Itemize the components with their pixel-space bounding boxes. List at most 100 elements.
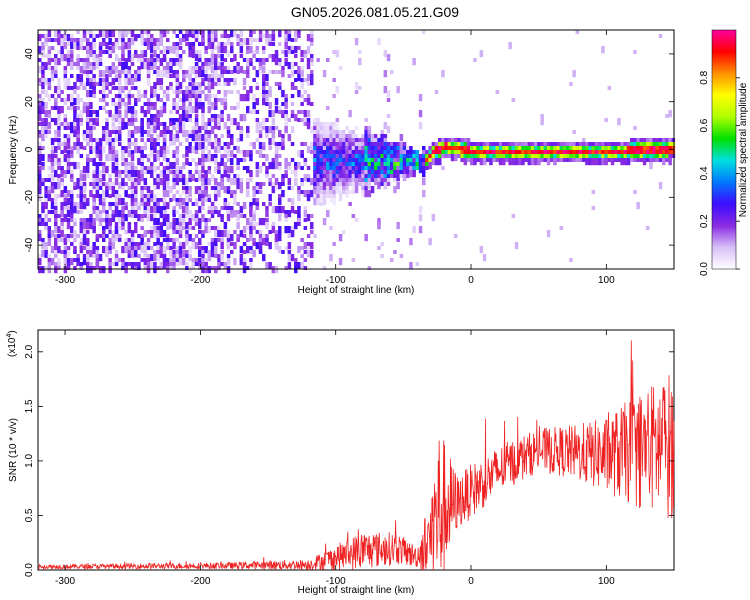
heatmap-cell (124, 162, 128, 166)
heatmap-cell (220, 46, 224, 54)
heatmap-cell (92, 82, 96, 90)
heatmap-cell (566, 150, 570, 158)
heatmap-cell (137, 98, 141, 102)
heatmap-cell (127, 42, 132, 50)
heatmap-cell (54, 106, 58, 110)
heatmap-cell (172, 194, 176, 202)
heatmap-cell (66, 82, 71, 86)
heatmap-cell (178, 30, 183, 34)
heatmap-cell (153, 82, 157, 90)
heatmap-cell (121, 262, 125, 270)
heatmap-cell (217, 122, 221, 130)
heatmap-cell (262, 234, 266, 242)
heatmap-cell (374, 138, 378, 146)
heatmap-cell (249, 258, 253, 262)
heatmap-cell (319, 162, 324, 166)
heatmap-cell (527, 158, 532, 166)
heatmap-cell (652, 146, 656, 150)
heatmap-cell (220, 206, 224, 210)
heatmap-cell (239, 134, 244, 142)
heatmap-cell (290, 142, 295, 146)
heatmap-cell (172, 154, 176, 158)
heatmap-cell (217, 114, 221, 122)
heatmap-cell (242, 258, 247, 266)
heatmap-cell (290, 226, 295, 234)
heatmap-cell (121, 46, 125, 50)
heatmap-cell (332, 162, 336, 170)
heatmap-cell (354, 126, 359, 130)
heatmap-cell (329, 146, 333, 150)
heatmap-cell (143, 146, 148, 150)
heatmap-cell (76, 178, 80, 186)
heatmap-cell (310, 58, 314, 62)
heatmap-cell (95, 110, 100, 118)
heatmap-cell (207, 250, 212, 258)
heatmap-cell (316, 162, 320, 170)
heatmap-cell (108, 138, 112, 146)
heatmap-cell (175, 218, 180, 226)
heatmap-cell (70, 58, 74, 62)
heatmap-cell (92, 38, 96, 42)
heatmap-cell (86, 70, 90, 74)
heatmap-cell (54, 214, 58, 218)
heatmap-cell (326, 186, 330, 194)
heatmap-cell (150, 34, 154, 42)
heatmap-cell (370, 174, 375, 182)
heatmap-cell (575, 158, 580, 162)
heatmap-cell (66, 138, 71, 142)
heatmap-cell (66, 94, 71, 102)
heatmap-cell (188, 82, 192, 90)
heatmap-cell (358, 150, 362, 158)
heatmap-cell (111, 102, 116, 106)
heatmap-cell (300, 238, 304, 242)
heatmap-cell (409, 154, 413, 158)
heatmap-cell (380, 158, 384, 162)
heatmap-cell (246, 74, 250, 78)
heatmap-cell (114, 226, 119, 234)
heatmap-cell (175, 210, 180, 214)
heatmap-cell (38, 102, 42, 110)
heatmap-cell (364, 146, 368, 150)
heatmap-cell (322, 198, 327, 206)
heatmap-cell (41, 70, 45, 74)
heatmap-cell (150, 170, 154, 178)
heatmap-cell (127, 194, 132, 198)
heatmap-cell (50, 230, 55, 238)
heatmap-cell (473, 150, 477, 158)
heatmap-cell (98, 150, 103, 158)
heatmap-cell (143, 62, 148, 70)
heatmap-cell (47, 154, 52, 162)
heatmap-cell (364, 126, 368, 134)
heatmap-cell (95, 246, 100, 250)
heatmap-cell (73, 110, 77, 114)
heatmap-cell (118, 58, 122, 66)
heatmap-cell (79, 122, 84, 126)
heatmap-cell (361, 158, 365, 166)
heatmap-cell (646, 150, 650, 158)
heatmap-cell (86, 102, 90, 106)
heatmap-cell (38, 146, 42, 150)
heatmap-cell (159, 266, 164, 270)
heatmap-cell (105, 34, 109, 38)
heatmap-cell (121, 186, 125, 190)
heatmap-cell (246, 218, 250, 226)
heatmap-cell (204, 50, 208, 54)
heatmap-cell (92, 206, 96, 210)
heatmap-cell (383, 182, 388, 190)
heatmap-cell (374, 162, 378, 170)
heatmap-cell (124, 242, 128, 246)
heatmap-cell (63, 66, 68, 74)
heatmap-cell (649, 146, 653, 150)
heatmap-cell (559, 150, 564, 158)
heatmap-cell (130, 194, 135, 202)
heatmap-cell (540, 154, 544, 162)
heatmap-cell (316, 170, 320, 178)
heatmap-cell (367, 134, 372, 138)
heatmap-cell (386, 114, 391, 118)
heatmap-cell (150, 174, 154, 178)
heatmap-cell (102, 162, 106, 166)
heatmap-cell (239, 206, 244, 214)
heatmap-cell (383, 70, 388, 78)
heatmap-cell (274, 206, 279, 214)
heatmap-cell (86, 38, 90, 46)
